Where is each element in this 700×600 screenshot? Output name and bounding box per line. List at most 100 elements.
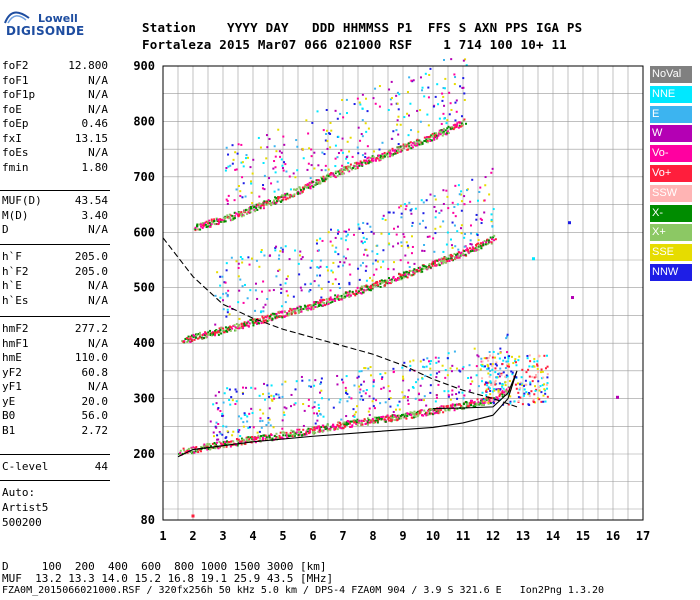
echo-point [283, 194, 286, 197]
echo-point [519, 383, 522, 386]
echo-point [347, 422, 350, 425]
echo-point [402, 143, 405, 146]
echo-point [402, 233, 405, 236]
echo-point [451, 201, 454, 204]
echo-point [460, 251, 463, 254]
echo-point [380, 154, 383, 157]
echo-point [367, 127, 370, 130]
echo-point [318, 407, 321, 410]
echo-point [412, 412, 415, 415]
echo-point [501, 393, 504, 396]
echo-point [348, 281, 351, 284]
echo-point [435, 394, 438, 397]
echo-point [428, 410, 431, 413]
echo-point [319, 429, 322, 432]
echo-point [280, 305, 283, 308]
echo-point [446, 404, 449, 407]
echo-point [402, 413, 405, 416]
echo-point [398, 273, 401, 276]
echo-point [499, 393, 502, 396]
echo-point [359, 424, 362, 427]
echo-point [258, 430, 261, 433]
echo-point [444, 261, 447, 264]
echo-point [296, 145, 299, 148]
echo-point [473, 249, 476, 252]
echo-point [545, 354, 548, 357]
echo-point [309, 431, 312, 434]
echo-point [356, 376, 359, 379]
echo-point [469, 224, 472, 227]
echo-point [263, 188, 266, 191]
echo-point [505, 376, 508, 379]
echo-point [275, 312, 278, 315]
echo-point [362, 291, 365, 294]
echo-point [367, 289, 370, 292]
echo-point [388, 155, 391, 158]
echo-point [345, 156, 348, 159]
echo-point [442, 127, 445, 130]
echo-point [417, 378, 420, 381]
echo-point [338, 171, 341, 174]
echo-point [331, 271, 334, 274]
echo-point [249, 436, 252, 439]
echo-point [462, 59, 465, 62]
echo-point [487, 372, 490, 375]
echo-point [403, 396, 406, 399]
echo-point [411, 224, 414, 227]
echo-point [341, 137, 344, 140]
echo-point [316, 266, 319, 269]
echo-point [357, 267, 360, 270]
echo-point [315, 179, 318, 182]
echo-point [507, 357, 510, 360]
echo-point [296, 428, 299, 431]
echo-point [449, 398, 452, 401]
echo-point [280, 195, 283, 198]
echo-point [318, 303, 321, 306]
echo-point [378, 416, 381, 419]
echo-point [207, 331, 210, 334]
echo-point [301, 186, 304, 189]
echo-point [486, 398, 489, 401]
echo-point [273, 199, 276, 202]
echo-point [387, 267, 390, 270]
echo-point [378, 148, 381, 151]
echo-point [488, 354, 491, 357]
echo-point [462, 77, 465, 80]
echo-point [263, 382, 266, 385]
echo-point [273, 201, 276, 204]
echo-point [327, 175, 330, 178]
echo-point [384, 281, 387, 284]
echo-point [270, 384, 273, 387]
echo-point [343, 425, 346, 428]
echo-point [385, 154, 388, 157]
echo-point [453, 224, 456, 227]
echo-point [435, 372, 438, 375]
echo-point [353, 415, 356, 418]
echo-point [293, 403, 296, 406]
echo-point [412, 273, 415, 276]
echo-point [392, 245, 395, 248]
echo-point [359, 398, 362, 401]
echo-point [238, 429, 241, 432]
echo-point [257, 320, 260, 323]
echo-point [387, 416, 390, 419]
echo-point [421, 86, 424, 89]
echo-point [507, 403, 510, 406]
echo-point [498, 395, 501, 398]
echo-point [186, 337, 189, 340]
echo-point [405, 145, 408, 148]
echo-point [260, 435, 263, 438]
echo-point [314, 427, 317, 430]
echo-point [368, 407, 371, 410]
echo-point [290, 309, 293, 312]
echo-point [271, 399, 274, 402]
echo-point [394, 415, 397, 418]
echo-point [278, 254, 281, 257]
echo-point [494, 383, 497, 386]
echo-point [508, 355, 511, 358]
echo-point [322, 429, 325, 432]
echo-point [277, 269, 280, 272]
echo-point [450, 257, 453, 260]
echo-point [463, 245, 466, 248]
echo-point [306, 428, 309, 431]
